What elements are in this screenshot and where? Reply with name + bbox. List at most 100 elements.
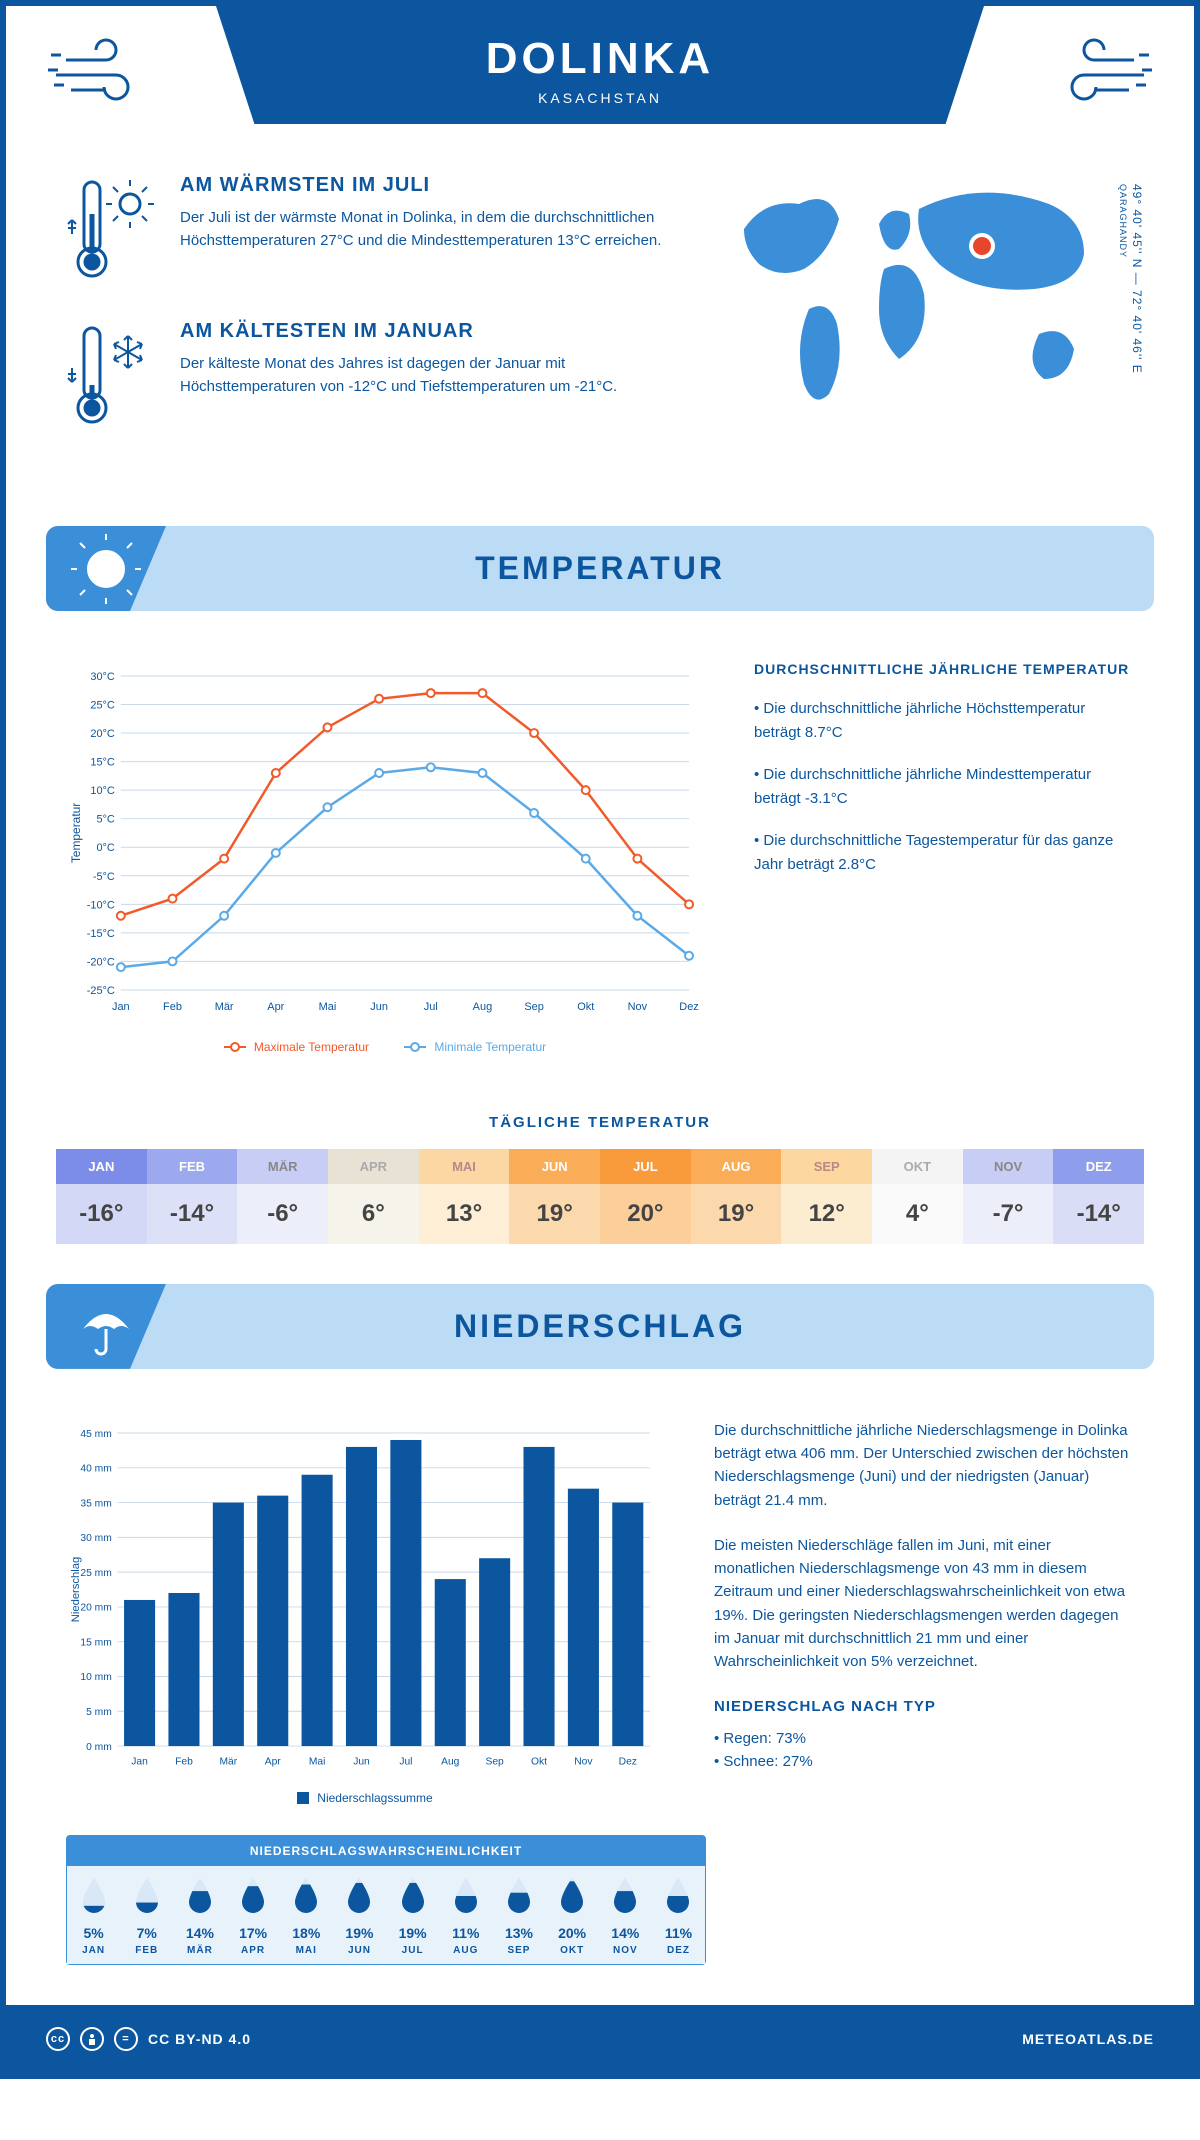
infographic-page: DOLINKA KASACHSTAN AM WÄRMSTEN IM JULI D… [0,0,1200,2079]
daily-temp-value: 6° [328,1184,419,1244]
drop-icon [398,1876,428,1914]
prob-value: 11% [652,1925,705,1941]
svg-text:-25°C: -25°C [87,985,115,997]
precip-para-2: Die meisten Niederschläge fallen im Juni… [714,1534,1134,1674]
svg-text:Apr: Apr [267,1001,284,1013]
svg-text:Mär: Mär [215,1001,234,1013]
daily-temp-value: -6° [237,1184,328,1244]
daily-temp-value: 12° [781,1184,872,1244]
prob-cell: 19% JUN [333,1866,386,1964]
precip-type-item: • Schnee: 27% [714,1750,1134,1773]
thermometer-snow-icon [66,320,156,430]
daily-cell: OKT4° [872,1149,963,1244]
daily-month-label: OKT [872,1149,963,1184]
daily-temp-title: TÄGLICHE TEMPERATUR [6,1114,1194,1131]
coldest-title: AM KÄLTESTEN IM JANUAR [180,320,674,343]
prob-month: JUL [386,1945,439,1956]
precip-legend: Niederschlagssumme [66,1791,664,1807]
coordinates: 49° 40' 45'' N — 72° 40' 46'' E QARAGHAN… [1116,184,1144,374]
prob-month: JUN [333,1945,386,1956]
daily-month-label: DEZ [1053,1149,1144,1184]
temp-stats-list: • Die durchschnittliche jährliche Höchst… [754,697,1134,877]
daily-temp-value: -16° [56,1184,147,1244]
prob-value: 19% [333,1925,386,1941]
precip-type-item: • Regen: 73% [714,1727,1134,1750]
svg-text:5°C: 5°C [96,814,114,826]
prob-cell: 7% FEB [120,1866,173,1964]
daily-month-label: JUN [509,1149,600,1184]
precip-para-1: Die durchschnittliche jährliche Niedersc… [714,1419,1134,1512]
prob-row: 5% JAN 7% FEB 14% MÄR 17% APR 18% MAI 19… [67,1866,705,1964]
svg-text:5 mm: 5 mm [86,1707,112,1718]
temperature-stats: DURCHSCHNITTLICHE JÄHRLICHE TEMPERATUR •… [754,661,1134,1054]
daily-cell: DEZ-14° [1053,1149,1144,1244]
prob-month: SEP [492,1945,545,1956]
svg-text:20 mm: 20 mm [80,1603,111,1614]
svg-text:0°C: 0°C [96,842,114,854]
precip-type-title: NIEDERSCHLAG NACH TYP [714,1695,1134,1718]
prob-cell: 18% MAI [280,1866,333,1964]
precipitation-header: NIEDERSCHLAG [46,1284,1154,1369]
city-title: DOLINKA [216,34,984,84]
prob-cell: 11% AUG [439,1866,492,1964]
temp-stat-item: • Die durchschnittliche jährliche Mindes… [754,763,1134,811]
svg-text:25°C: 25°C [90,699,115,711]
precipitation-title: NIEDERSCHLAG [46,1308,1154,1345]
daily-month-label: FEB [147,1149,238,1184]
world-map-icon [714,174,1114,414]
temp-stat-item: • Die durchschnittliche jährliche Höchst… [754,697,1134,745]
svg-text:Jul: Jul [399,1757,412,1768]
prob-month: DEZ [652,1945,705,1956]
precipitation-probability-box: NIEDERSCHLAGSWAHRSCHEINLICHKEIT 5% JAN 7… [66,1835,706,1965]
coldest-text: Der kälteste Monat des Jahres ist dagege… [180,353,674,398]
svg-text:15°C: 15°C [90,757,115,769]
svg-text:Jun: Jun [370,1001,388,1013]
temp-stats-title: DURCHSCHNITTLICHE JÄHRLICHE TEMPERATUR [754,661,1134,677]
daily-cell: MAI13° [419,1149,510,1244]
daily-cell: JUN19° [509,1149,600,1244]
facts-column: AM WÄRMSTEN IM JULI Der Juli ist der wär… [66,174,674,466]
umbrella-corner-icon [46,1284,166,1369]
daily-temp-value: 4° [872,1184,963,1244]
svg-text:Feb: Feb [163,1001,182,1013]
temperature-body: -25°C-20°C-15°C-10°C-5°C0°C5°C10°C15°C20… [6,631,1194,1084]
daily-cell: SEP12° [781,1149,872,1244]
svg-text:Dez: Dez [619,1757,637,1768]
prob-cell: 13% SEP [492,1866,545,1964]
svg-text:Sep: Sep [486,1757,505,1768]
prob-month: MAI [280,1945,333,1956]
prob-cell: 17% APR [227,1866,280,1964]
thermometer-sun-icon [66,174,156,284]
svg-text:Okt: Okt [531,1757,547,1768]
daily-month-label: APR [328,1149,419,1184]
footer-site: METEOATLAS.DE [1022,2031,1154,2047]
daily-month-label: MÄR [237,1149,328,1184]
svg-text:10°C: 10°C [90,785,115,797]
svg-text:30 mm: 30 mm [80,1533,111,1544]
svg-text:-10°C: -10°C [87,899,115,911]
daily-temp-value: -14° [1053,1184,1144,1244]
svg-text:Temperatur: Temperatur [69,803,83,863]
svg-text:Sep: Sep [524,1001,544,1013]
map-column: 49° 40' 45'' N — 72° 40' 46'' E QARAGHAN… [714,174,1134,466]
header-banner: DOLINKA KASACHSTAN [6,6,1194,134]
drop-icon [610,1876,640,1914]
svg-text:10 mm: 10 mm [80,1672,111,1683]
warmest-title: AM WÄRMSTEN IM JULI [180,174,674,197]
svg-text:Mär: Mär [220,1757,238,1768]
prob-value: 13% [492,1925,545,1941]
by-icon [80,2027,104,2051]
precipitation-text: Die durchschnittliche jährliche Niedersc… [714,1419,1134,1807]
svg-text:Aug: Aug [473,1001,493,1013]
drop-icon [663,1876,693,1914]
daily-cell: JAN-16° [56,1149,147,1244]
svg-text:Mai: Mai [309,1757,326,1768]
daily-month-label: SEP [781,1149,872,1184]
prob-cell: 11% DEZ [652,1866,705,1964]
prob-value: 5% [67,1925,120,1941]
svg-text:-5°C: -5°C [93,871,115,883]
daily-temp-value: -7° [963,1184,1054,1244]
prob-cell: 14% NOV [599,1866,652,1964]
drop-icon [451,1876,481,1914]
svg-text:Niederschlag: Niederschlag [70,1557,82,1622]
